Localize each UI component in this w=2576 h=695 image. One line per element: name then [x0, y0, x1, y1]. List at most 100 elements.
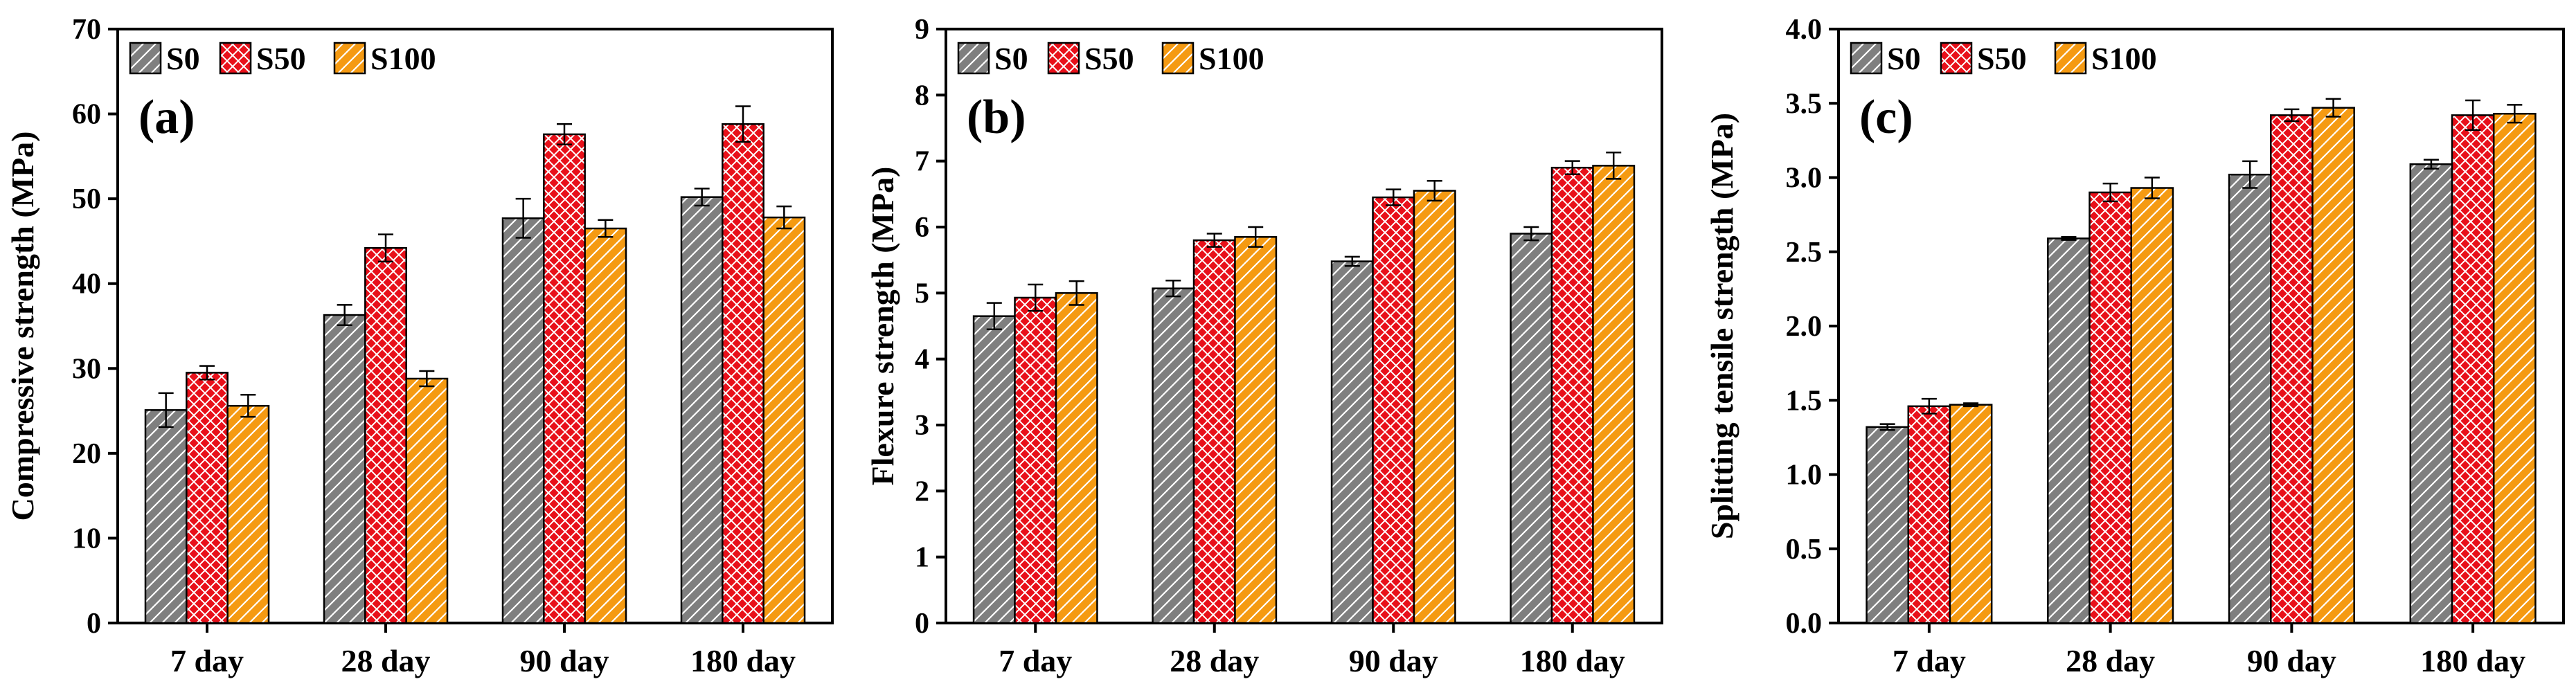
y-tick-label: 20 [72, 438, 101, 470]
bar-s50 [1192, 239, 1236, 624]
y-tick-label: 2.0 [1786, 311, 1823, 343]
legend-label: S0 [166, 41, 200, 76]
panel-label: (c) [1859, 91, 1913, 144]
x-category-label: 90 day [1349, 643, 1438, 678]
bar-s100 [2311, 107, 2355, 624]
y-tick-label: 10 [72, 523, 101, 554]
y-tick-label: 3 [915, 410, 929, 442]
legend-label: S50 [256, 41, 306, 76]
y-tick-label: 70 [72, 14, 101, 46]
y-tick-label: 0 [87, 608, 101, 640]
bar-s50 [2270, 114, 2314, 624]
bar-s50 [1907, 405, 1951, 624]
y-tick-label: 8 [915, 80, 929, 111]
legend-label: S0 [1887, 41, 1921, 76]
y-tick-label: 0.5 [1786, 534, 1823, 566]
bar-s50 [2451, 114, 2495, 624]
y-tick-label: 7 [915, 146, 929, 178]
bar-s0 [680, 196, 724, 624]
y-tick-label: 2 [915, 476, 929, 507]
x-category-label: 7 day [1893, 643, 1966, 678]
bar-s0 [501, 217, 545, 624]
panel-label: (b) [967, 91, 1026, 144]
legend-label: S50 [1977, 41, 2027, 76]
bar-s50 [1550, 166, 1594, 624]
bar-s100 [1949, 404, 1993, 624]
bar-s100 [584, 227, 627, 624]
legend-swatch-s0 [1850, 42, 1883, 75]
x-category-label: 180 day [1520, 643, 1625, 678]
y-tick-label: 60 [72, 99, 101, 131]
y-axis-title: Flexure strength (MPa) [865, 167, 900, 486]
y-tick-label: 1 [915, 542, 929, 574]
legend-swatch-s50 [219, 42, 252, 75]
bar-s0 [323, 314, 366, 624]
y-tick-label: 3.0 [1786, 163, 1823, 195]
x-category-label: 7 day [999, 643, 1072, 678]
legend-label: S0 [994, 41, 1028, 76]
bar-s100 [1055, 292, 1098, 624]
bar-s100 [762, 216, 806, 624]
y-tick-label: 0 [915, 608, 929, 640]
legend-swatch-s0 [129, 42, 162, 75]
x-category-label: 28 day [341, 643, 430, 678]
x-category-label: 28 day [1170, 643, 1259, 678]
legend-swatch-s50 [1047, 42, 1080, 75]
legend-swatch-s100 [2054, 42, 2087, 75]
bar-s100 [1413, 190, 1456, 624]
legend-swatch-s50 [1940, 42, 1973, 75]
bar-s100 [1234, 236, 1278, 624]
x-category-label: 28 day [2066, 643, 2155, 678]
x-category-label: 90 day [519, 643, 609, 678]
legend-label: S100 [1199, 41, 1264, 76]
bar-s50 [1372, 196, 1415, 624]
chart-panel-1: 0 10 20 30 40 50 60 70 Compressive strength (MPa… [5, 14, 834, 678]
y-tick-label: 9 [915, 14, 929, 46]
x-category-label: 90 day [2247, 643, 2336, 678]
y-tick-label: 30 [72, 353, 101, 385]
plot-frame [945, 28, 1663, 624]
chart-panel-3: 0.0 0.5 1.0 1.5 2.0 2.5 3.0 3.5 4.0 Splitting ten… [1704, 14, 2565, 678]
bar-s0 [972, 315, 1016, 624]
bar-s100 [226, 404, 270, 624]
legend: S0 S50 S100 [1850, 41, 2157, 76]
y-tick-label: 1.5 [1786, 385, 1823, 417]
y-tick-label: 50 [72, 183, 101, 215]
bar-s100 [405, 377, 449, 624]
plot-frame [116, 28, 834, 624]
y-tick-label: 4 [915, 344, 929, 376]
legend-swatch-s100 [333, 42, 366, 75]
y-axis-title: Splitting tensile strength (MPa) [1704, 113, 1739, 539]
chart-panel-2: 0 1 2 3 4 5 6 7 8 9 Flexure strength (MPa) 7 day 28 … [865, 14, 1663, 678]
y-tick-label: 2.5 [1786, 237, 1823, 269]
y-tick-label: 40 [72, 269, 101, 300]
y-tick-label: 3.5 [1786, 88, 1823, 120]
bar-s0 [1510, 233, 1553, 624]
bar-s0 [2228, 173, 2272, 624]
bar-s50 [543, 133, 586, 624]
y-tick-label: 5 [915, 278, 929, 309]
legend-label: S100 [370, 41, 436, 76]
bar-s50 [364, 246, 407, 624]
legend-swatch-s100 [1161, 42, 1195, 75]
legend-label: S50 [1084, 41, 1134, 76]
legend-swatch-s0 [957, 42, 990, 75]
x-category-label: 180 day [2420, 643, 2525, 678]
bar-s100 [1592, 165, 1636, 624]
x-category-label: 7 day [170, 643, 244, 678]
bar-s0 [1866, 426, 1910, 624]
bar-s0 [2047, 237, 2091, 624]
bar-s50 [2088, 191, 2132, 624]
y-tick-label: 1.0 [1786, 460, 1823, 491]
legend: S0 S50 S100 [129, 41, 436, 76]
bar-s0 [1330, 260, 1374, 624]
bar-s0 [1152, 287, 1195, 624]
x-category-label: 180 day [690, 643, 796, 678]
y-tick-label: 6 [915, 212, 929, 244]
bar-s50 [1014, 296, 1057, 624]
bar-s100 [2130, 187, 2174, 624]
legend: S0 S50 S100 [957, 41, 1264, 76]
bar-s0 [2409, 163, 2453, 624]
bar-s0 [144, 409, 188, 624]
